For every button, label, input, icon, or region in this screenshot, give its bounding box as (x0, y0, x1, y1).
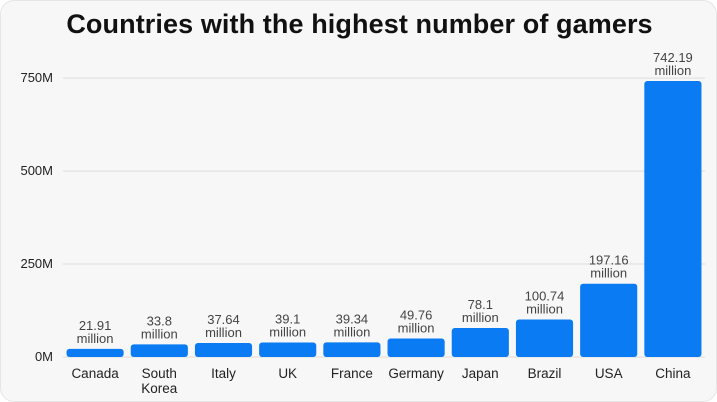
value-label: 37.64 (207, 312, 240, 327)
value-label: million (333, 324, 370, 339)
bar-italy (194, 343, 253, 357)
value-label: 33.8 (147, 313, 172, 328)
value-label: 39.1 (275, 311, 300, 326)
category-label: China (655, 366, 691, 381)
value-label: million (398, 320, 435, 335)
value-label: million (269, 324, 306, 339)
bar-south-korea (130, 344, 188, 357)
value-label: million (205, 325, 242, 340)
value-label: million (141, 326, 178, 341)
category-label: Korea (141, 381, 178, 396)
bar-japan (451, 327, 509, 357)
value-label: 49.76 (400, 307, 433, 322)
value-label: 39.34 (336, 311, 369, 326)
y-tick-label: 750M (20, 70, 53, 85)
value-label: million (654, 63, 691, 78)
category-label: Japan (462, 366, 499, 381)
bars (66, 81, 702, 358)
category-label: Germany (388, 366, 444, 381)
bar-germany (387, 338, 445, 357)
category-label: Italy (211, 366, 236, 381)
category-label: USA (595, 366, 623, 381)
bar-china (644, 81, 702, 358)
bar-france (323, 342, 381, 357)
value-label: million (462, 310, 499, 325)
value-label: 742.19 (653, 50, 693, 65)
value-labels: 21.91million33.8million37.64million39.1m… (77, 50, 693, 346)
category-label: France (331, 366, 373, 381)
category-label: Canada (71, 366, 119, 381)
category-label: UK (278, 366, 297, 381)
bar-canada (66, 348, 124, 357)
bar-usa (580, 283, 638, 357)
value-label: million (590, 266, 627, 281)
value-label: 197.16 (589, 253, 629, 268)
y-axis-ticks: 0M 250M 500M 750M (20, 70, 53, 364)
y-tick-label: 250M (20, 256, 53, 271)
value-label: 21.91 (79, 318, 112, 333)
category-label: Brazil (528, 366, 562, 381)
bar-brazil (515, 319, 574, 357)
bar-uk (259, 342, 317, 357)
chart-title: Countries with the highest number of gam… (66, 9, 653, 39)
y-tick-label: 500M (20, 163, 53, 178)
y-tick-label: 0M (35, 349, 53, 364)
value-label: 100.74 (525, 289, 565, 304)
value-label: million (526, 302, 563, 317)
value-label: million (77, 331, 114, 346)
category-label: South (142, 366, 177, 381)
value-label: 78.1 (468, 297, 493, 312)
